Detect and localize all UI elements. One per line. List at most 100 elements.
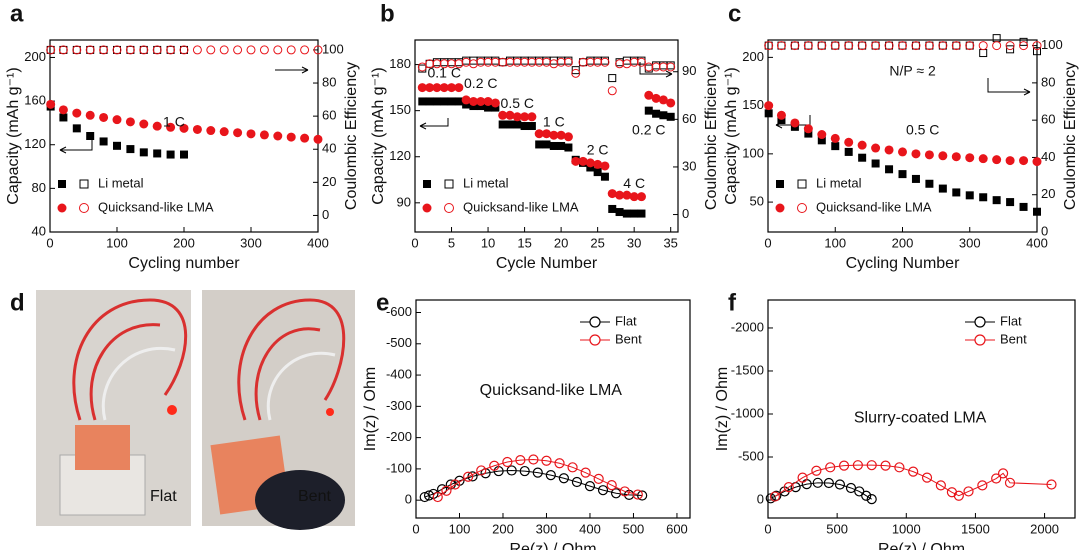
- y2-axis-title: Coulombic Efficiency: [343, 62, 360, 210]
- y-tick-label: 200: [24, 49, 46, 64]
- efficiency-point: [86, 45, 95, 54]
- capacity-point: [152, 121, 162, 131]
- data-point: [463, 471, 474, 482]
- panel-letter: b: [380, 0, 395, 27]
- efficiency-point: [498, 57, 508, 67]
- capacity-point: [571, 156, 581, 166]
- legend-symbol: [589, 316, 601, 328]
- capacity-point: [803, 124, 813, 134]
- y-tick-label: -1000: [731, 405, 764, 420]
- capacity-point: [440, 97, 449, 106]
- arrows: [59, 62, 1031, 154]
- efficiency-point: [764, 41, 773, 50]
- y-axis-title: Im(z) / Ohm: [362, 367, 379, 451]
- y2-tick-label: 30: [682, 158, 696, 173]
- annotation: 1 C: [163, 114, 185, 130]
- y-tick-label: -400: [386, 367, 412, 382]
- capacity-point: [992, 196, 1001, 205]
- annotation: 0.1 C: [427, 64, 460, 80]
- capacity-point: [112, 115, 122, 125]
- capacity-point: [1019, 202, 1028, 211]
- data-point: [580, 467, 591, 478]
- efficiency-point: [615, 59, 625, 69]
- x-tick-label: 200: [173, 235, 195, 250]
- efficiency-point: [1019, 37, 1028, 46]
- data-point: [606, 480, 617, 491]
- efficiency-point: [817, 41, 827, 51]
- annotation: Quicksand-like LMA: [480, 382, 623, 399]
- legend-label: Li metal: [98, 175, 144, 190]
- efficiency-point: [72, 45, 82, 55]
- capacity-point: [871, 143, 881, 153]
- capacity-point: [300, 133, 310, 143]
- wire: [237, 298, 346, 421]
- capacity-point: [125, 117, 135, 127]
- capacity-point: [556, 130, 566, 140]
- capacity-point: [644, 106, 653, 115]
- x-tick-label: 400: [1026, 235, 1048, 250]
- x-tick-label: 0: [411, 235, 418, 250]
- capacity-point: [557, 141, 566, 150]
- capacity-point: [925, 179, 934, 188]
- y-axis-title: Im(z) / Ohm: [714, 367, 731, 451]
- capacity-point: [600, 172, 609, 181]
- y-tick-label: 200: [742, 49, 764, 64]
- capacity-point: [831, 142, 840, 151]
- efficiency-point: [636, 57, 646, 67]
- caption: Flat: [150, 488, 177, 505]
- x-tick-label: 100: [449, 521, 471, 536]
- x-tick-label: 10: [481, 235, 495, 250]
- efficiency-point: [461, 57, 471, 67]
- efficiency-point: [498, 58, 507, 67]
- led: [326, 408, 334, 416]
- x-tick-label: 200: [892, 235, 914, 250]
- capacity-point: [898, 170, 907, 179]
- capacity-point: [790, 118, 800, 128]
- annotation: Slurry-coated LMA: [854, 410, 987, 427]
- x-tick-label: 0: [764, 521, 771, 536]
- annotation: 0.2 C: [632, 121, 665, 137]
- capacity-point: [965, 153, 975, 163]
- capacity-point: [498, 110, 508, 120]
- annotation: 4 C: [623, 175, 645, 191]
- data-point: [558, 473, 569, 484]
- efficiency-point: [313, 45, 323, 55]
- y2-tick-label: 0: [682, 206, 689, 221]
- y-tick-label: -200: [386, 429, 412, 444]
- caption: Bent: [298, 488, 331, 505]
- capacity-point: [180, 150, 188, 159]
- legend-symbol: [974, 334, 986, 346]
- efficiency-point: [593, 57, 603, 67]
- legend-symbol: [422, 203, 432, 213]
- efficiency-point: [72, 45, 81, 54]
- efficiency-point: [871, 41, 881, 51]
- legend-symbol: [423, 180, 431, 188]
- capacity-point: [454, 83, 464, 93]
- y-axis-title: Capacity (mAh g⁻¹): [5, 67, 22, 204]
- capacity-point: [844, 137, 854, 147]
- efficiency-point: [505, 57, 515, 67]
- capacity-point: [513, 120, 522, 129]
- capacity-point: [113, 141, 121, 150]
- efficiency-point: [884, 41, 894, 51]
- capacity-point: [432, 83, 442, 93]
- efficiency-point: [600, 57, 610, 67]
- y-tick-label: 180: [389, 56, 411, 71]
- efficiency-point: [579, 58, 588, 67]
- y-tick-label: 50: [750, 194, 764, 209]
- efficiency-point: [556, 57, 566, 67]
- series-line: [774, 464, 1052, 497]
- data-point: [515, 455, 526, 466]
- capacity-point: [844, 147, 853, 156]
- efficiency-point: [898, 41, 907, 50]
- x-tick-label: 300: [959, 235, 981, 250]
- efficiency-point: [777, 41, 786, 50]
- capacity-point: [542, 140, 551, 149]
- capacity-point: [126, 145, 135, 154]
- efficiency-point: [206, 45, 216, 55]
- legend-symbol: [444, 203, 454, 213]
- capacity-point: [615, 208, 624, 217]
- capacity-point: [651, 93, 661, 103]
- capacity-point: [1005, 156, 1015, 166]
